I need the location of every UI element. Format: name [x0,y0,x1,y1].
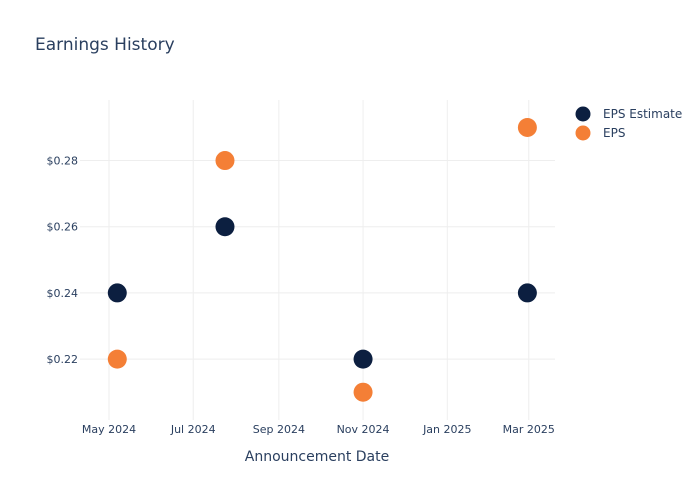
eps-point[interactable] [215,151,235,171]
eps-estimate-point[interactable] [353,349,373,369]
eps-estimate-point[interactable] [517,283,537,303]
x-tick-label: Jan 2025 [422,423,471,436]
y-axis-ticks: $0.22 $0.24 $0.26 $0.28 [47,155,79,367]
eps-point[interactable] [107,349,127,369]
x-tick-label: Nov 2024 [337,423,390,436]
x-axis-ticks: May 2024 Jul 2024 Sep 2024 Nov 2024 Jan 2025… [82,423,555,436]
y-tick-label: $0.24 [47,287,79,300]
eps-estimate-point[interactable] [215,217,235,237]
y-tick-label: $0.28 [47,155,79,168]
x-tick-label: Sep 2024 [253,423,305,436]
x-axis-title: Announcement Date [245,449,389,465]
points-layer [107,117,537,402]
legend-label-eps-estimate: EPS Estimate [603,107,682,121]
eps-estimate-point[interactable] [107,283,127,303]
legend-item-eps[interactable]: EPS [575,125,626,141]
chart-title: Earnings History [35,35,175,55]
y-tick-label: $0.26 [47,221,79,234]
legend-marker-eps-estimate [575,106,591,122]
grid-layer [80,100,555,420]
legend-marker-eps [575,125,591,141]
legend[interactable]: EPS Estimate EPS [575,106,683,141]
y-tick-label: $0.22 [47,353,79,366]
x-tick-label: May 2024 [82,423,136,436]
eps-point[interactable] [517,117,537,137]
legend-item-eps-estimate[interactable]: EPS Estimate [575,106,683,122]
eps-point[interactable] [353,382,373,402]
legend-label-eps: EPS [603,126,625,140]
x-tick-label: Mar 2025 [503,423,555,436]
x-tick-label: Jul 2024 [170,423,216,436]
